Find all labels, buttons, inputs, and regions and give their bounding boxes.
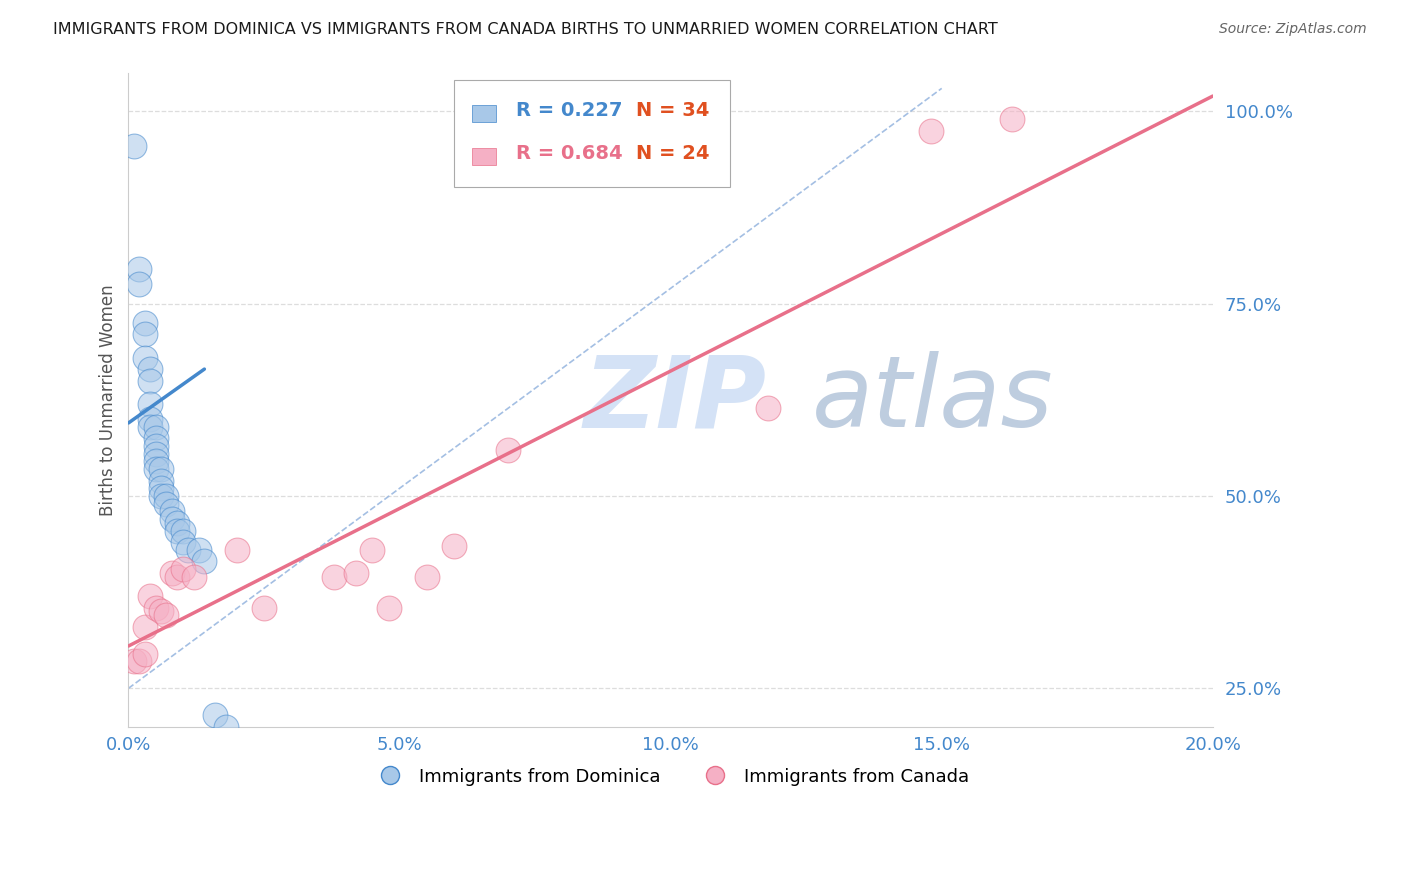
FancyBboxPatch shape <box>454 79 730 187</box>
Point <box>122 654 145 668</box>
Point <box>443 539 465 553</box>
Point <box>172 524 194 538</box>
Point <box>160 566 183 580</box>
Point <box>150 481 173 495</box>
Text: N = 24: N = 24 <box>636 144 710 163</box>
Point <box>122 139 145 153</box>
Point <box>155 489 177 503</box>
Text: R = 0.227: R = 0.227 <box>516 101 621 120</box>
Point <box>183 570 205 584</box>
FancyBboxPatch shape <box>472 104 496 122</box>
Point <box>145 419 167 434</box>
Text: Source: ZipAtlas.com: Source: ZipAtlas.com <box>1219 22 1367 37</box>
Point <box>155 608 177 623</box>
Point <box>128 277 150 292</box>
Point <box>166 516 188 530</box>
Point <box>155 497 177 511</box>
Point <box>1001 112 1024 127</box>
Point <box>139 397 162 411</box>
Text: IMMIGRANTS FROM DOMINICA VS IMMIGRANTS FROM CANADA BIRTHS TO UNMARRIED WOMEN COR: IMMIGRANTS FROM DOMINICA VS IMMIGRANTS F… <box>53 22 998 37</box>
Point <box>756 401 779 415</box>
FancyBboxPatch shape <box>472 148 496 165</box>
Point <box>166 570 188 584</box>
Point <box>361 542 384 557</box>
Point <box>150 474 173 488</box>
Point <box>139 412 162 426</box>
Point <box>128 262 150 277</box>
Point <box>145 600 167 615</box>
Point <box>415 570 437 584</box>
Point <box>145 447 167 461</box>
Point <box>188 542 211 557</box>
Point <box>177 542 200 557</box>
Y-axis label: Births to Unmarried Women: Births to Unmarried Women <box>100 284 117 516</box>
Point <box>204 708 226 723</box>
Point <box>145 462 167 476</box>
Point <box>215 720 238 734</box>
Legend: Immigrants from Dominica, Immigrants from Canada: Immigrants from Dominica, Immigrants fro… <box>366 761 976 793</box>
Text: ZIP: ZIP <box>583 351 766 449</box>
Point <box>344 566 367 580</box>
Point <box>253 600 276 615</box>
Point <box>160 504 183 518</box>
Point <box>496 442 519 457</box>
Point <box>323 570 346 584</box>
Point <box>920 123 942 137</box>
Point <box>134 351 156 365</box>
Point <box>172 535 194 549</box>
Text: N = 34: N = 34 <box>636 101 709 120</box>
Text: atlas: atlas <box>811 351 1053 449</box>
Point <box>150 462 173 476</box>
Point <box>139 374 162 388</box>
Point <box>139 589 162 603</box>
Point <box>145 431 167 445</box>
Point <box>225 542 247 557</box>
Point <box>134 316 156 330</box>
Point <box>134 327 156 342</box>
Point <box>160 512 183 526</box>
Point <box>172 562 194 576</box>
Point <box>145 454 167 468</box>
Text: R = 0.684: R = 0.684 <box>516 144 623 163</box>
Point <box>150 489 173 503</box>
Point <box>150 604 173 618</box>
Point <box>166 524 188 538</box>
Point <box>134 620 156 634</box>
Point <box>377 600 399 615</box>
Point <box>139 419 162 434</box>
Point <box>145 439 167 453</box>
Point <box>128 654 150 668</box>
Point <box>193 554 215 568</box>
Point <box>139 362 162 376</box>
Point <box>134 647 156 661</box>
